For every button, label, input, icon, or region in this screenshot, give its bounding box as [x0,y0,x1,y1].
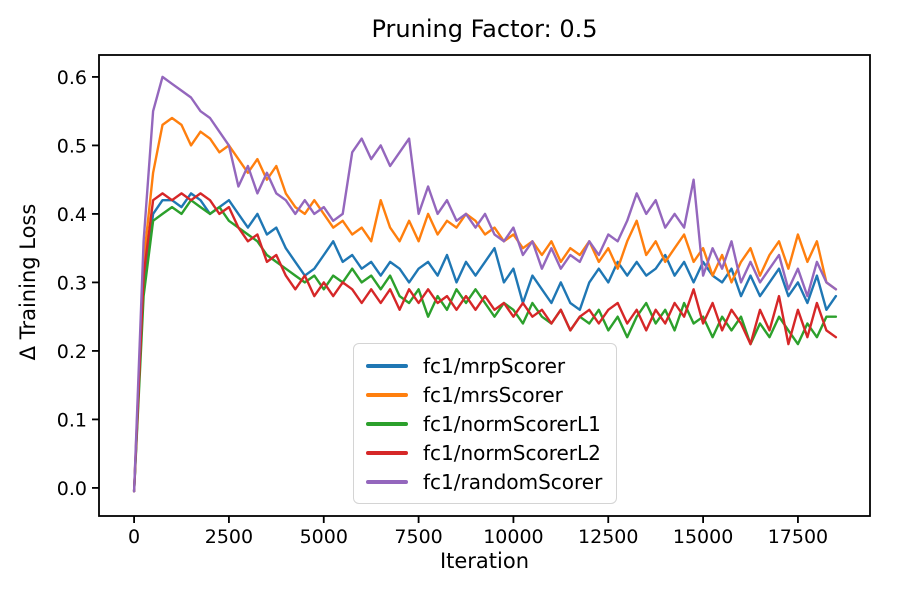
y-tick-label: 0.0 [57,478,87,500]
series-line-fc1-mrpScorer [132,192,838,493]
series-line-fc1-randomScorer [132,75,838,493]
y-tick-label: 0.4 [57,204,87,226]
legend-swatch-icon [366,363,408,368]
y-tick-label: 0.5 [57,135,87,157]
x-tick-label: 2500 [205,526,253,548]
legend-label: fc1/normScorerL2 [423,440,601,465]
y-tick-label: 0.2 [57,341,87,363]
legend-swatch-icon [366,421,408,426]
legend-item: fc1/mrpScorer [364,351,606,380]
axes-frame [98,54,871,517]
legend-label: fc1/normScorerL1 [423,411,601,436]
legend-item: fc1/normScorerL2 [364,438,606,467]
legend-swatch-icon [366,450,408,455]
legend-item: fc1/normScorerL1 [364,409,606,438]
legend: fc1/mrpScorer fc1/mrsScorer fc1/normScorer… [353,343,617,504]
x-axis-label: Iteration [439,549,530,573]
x-tick-label: 5000 [300,526,348,548]
x-tick-label: 7500 [394,526,442,548]
y-tick-label: 0.1 [57,409,87,431]
legend-item: fc1/mrsScorer [364,380,606,409]
series-line-fc1-normScorerL2 [132,192,838,493]
x-tick-label: 0 [128,526,140,548]
chart-title: Pruning Factor: 0.5 [371,15,598,43]
x-tick-label: 15000 [673,526,733,548]
legend-label: fc1/mrsScorer [423,382,563,407]
y-tick-label: 0.6 [57,67,87,89]
legend-label: fc1/mrpScorer [423,353,566,378]
legend-label: fc1/randomScorer [423,469,603,494]
y-axis-label: Δ Training Loss [16,203,40,361]
legend-item: fc1/randomScorer [364,467,606,496]
legend-swatch-icon [366,479,408,484]
x-tick-label: 10000 [483,526,543,548]
x-tick-label: 17500 [768,526,828,548]
y-tick-label: 0.3 [57,272,87,294]
x-tick-label: 12500 [578,526,638,548]
legend-swatch-icon [366,392,408,397]
